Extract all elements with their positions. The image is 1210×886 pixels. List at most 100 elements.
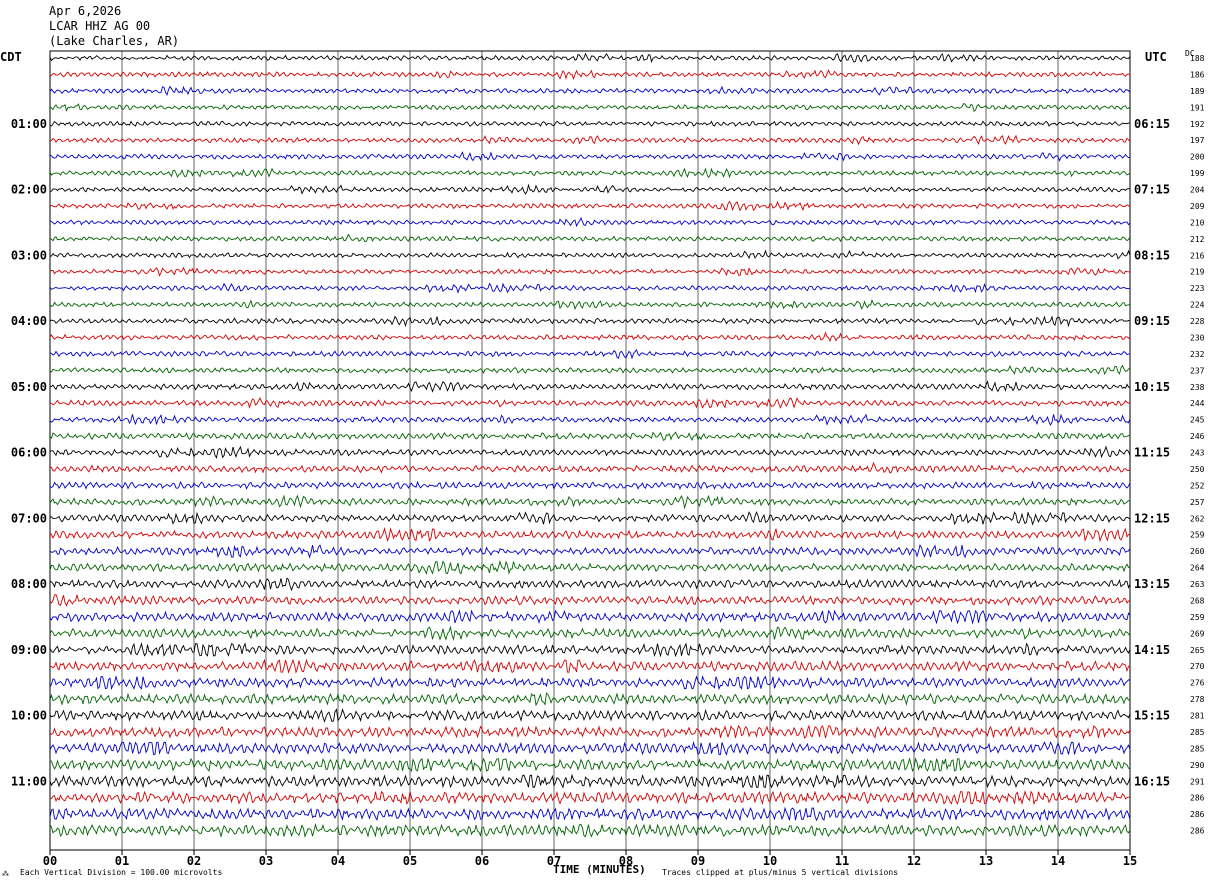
seismic-trace	[49, 658, 1131, 674]
seismic-trace	[49, 282, 1131, 294]
left-hour-label: 05:00	[11, 380, 47, 394]
seismic-trace	[49, 151, 1131, 162]
left-hour-label: 06:00	[11, 446, 47, 460]
seismic-trace	[49, 806, 1131, 822]
plot-frame	[49, 50, 1131, 851]
x-tick-label: 04	[331, 854, 345, 868]
dc-offset-label: 260	[1190, 547, 1205, 556]
dc-offset-label: 188	[1190, 54, 1205, 63]
right-hour-label: 13:15	[1134, 577, 1170, 591]
left-hour-label: 04:00	[11, 314, 47, 328]
dc-offset-label: 259	[1190, 613, 1205, 622]
seismic-trace	[49, 494, 1131, 510]
dc-offset-label: 290	[1190, 761, 1205, 770]
dc-offset-label: 210	[1190, 218, 1205, 227]
dc-offset-label: 186	[1190, 70, 1205, 79]
dc-offset-label: 263	[1190, 580, 1205, 589]
seismic-trace	[49, 134, 1131, 146]
scale-marker-icon: ⁂	[2, 870, 9, 878]
dc-offset-label: 259	[1190, 531, 1205, 540]
dc-offset-label: 209	[1190, 202, 1205, 211]
dc-offset-label: 191	[1190, 103, 1205, 112]
seismic-trace	[49, 757, 1131, 773]
dc-offset-label: 270	[1190, 662, 1205, 671]
seismic-trace	[49, 52, 1131, 64]
dc-offset-label: 230	[1190, 333, 1205, 342]
dc-offset-label: 199	[1190, 169, 1205, 178]
dc-offset-label: 232	[1190, 350, 1205, 359]
left-hour-label: 02:00	[11, 183, 47, 197]
seismic-trace	[49, 625, 1131, 642]
seismic-trace	[49, 559, 1131, 575]
dc-offset-label: 216	[1190, 251, 1205, 260]
seismic-trace	[49, 708, 1131, 723]
dc-offset-label: 204	[1190, 186, 1205, 195]
seismic-trace	[49, 167, 1131, 179]
right-hour-label: 16:15	[1134, 774, 1170, 788]
seismic-trace	[49, 543, 1131, 559]
station-label: LCAR HHZ AG 00	[49, 19, 151, 33]
x-tick-label: 15	[1123, 854, 1137, 868]
seismic-trace	[49, 216, 1131, 228]
dc-offset-label: 245	[1190, 416, 1205, 425]
dc-offset-label: 243	[1190, 449, 1205, 458]
right-hour-label: 06:15	[1134, 117, 1170, 131]
seismic-trace	[49, 692, 1131, 707]
dc-offset-label: 265	[1190, 646, 1205, 655]
seismic-trace	[49, 461, 1131, 474]
right-hour-label: 11:15	[1134, 446, 1170, 460]
dc-offset-label: 276	[1190, 679, 1205, 688]
seismic-trace	[49, 85, 1131, 96]
left-hour-label: 11:00	[11, 774, 47, 788]
seismic-trace	[49, 527, 1131, 543]
left-hour-label: 08:00	[11, 577, 47, 591]
seismic-trace	[49, 674, 1131, 691]
dc-offset-label: 252	[1190, 481, 1205, 490]
dc-offset-label: 291	[1190, 777, 1205, 786]
dc-offset-label: 257	[1190, 498, 1205, 507]
seismic-trace	[49, 773, 1131, 789]
dc-offset-label: 200	[1190, 153, 1205, 162]
left-hour-label: 09:00	[11, 643, 47, 657]
seismic-trace	[49, 480, 1131, 491]
x-tick-label: 10	[763, 854, 777, 868]
right-hour-label: 10:15	[1134, 380, 1170, 394]
dc-offset-label: 264	[1190, 564, 1205, 573]
dc-offset-label: 212	[1190, 235, 1205, 244]
seismic-trace	[49, 397, 1131, 409]
x-tick-label: 08	[619, 854, 633, 868]
seismic-trace	[49, 724, 1131, 740]
dc-offset-label: 192	[1190, 120, 1205, 129]
left-hour-label: 01:00	[11, 117, 47, 131]
x-tick-label: 07	[547, 854, 561, 868]
seismic-trace	[49, 431, 1131, 442]
dc-offset-label: 269	[1190, 629, 1205, 638]
x-tick-label: 03	[259, 854, 273, 868]
x-tick-label: 01	[115, 854, 129, 868]
seismic-trace	[49, 380, 1131, 393]
dc-offset-label: 286	[1190, 794, 1205, 803]
dc-offset-label: 278	[1190, 695, 1205, 704]
dc-offset-label: 246	[1190, 432, 1205, 441]
left-timezone-label: CDT	[0, 50, 22, 64]
date-label: Apr 6,2026	[49, 4, 122, 18]
x-tick-label: 14	[1051, 854, 1065, 868]
right-hour-label: 07:15	[1134, 183, 1170, 197]
seismic-trace	[49, 349, 1131, 360]
seismic-trace	[49, 266, 1131, 277]
right-hour-label: 09:15	[1134, 314, 1170, 328]
dc-column-label: DC	[1185, 49, 1195, 58]
dc-offset-label: 244	[1190, 399, 1205, 408]
location-label: (Lake Charles, AR)	[49, 34, 180, 48]
seismic-trace	[49, 594, 1131, 607]
seismic-trace	[49, 413, 1131, 426]
seismic-trace	[49, 790, 1131, 806]
dc-offset-label: 286	[1190, 827, 1205, 836]
seismic-trace	[49, 823, 1131, 839]
dc-offset-label: 223	[1190, 284, 1205, 293]
scale-note: Each Vertical Division = 100.00 microvol…	[20, 868, 223, 877]
x-tick-label: 05	[403, 854, 417, 868]
right-hour-label: 12:15	[1134, 511, 1170, 525]
x-tick-label: 00	[43, 854, 57, 868]
